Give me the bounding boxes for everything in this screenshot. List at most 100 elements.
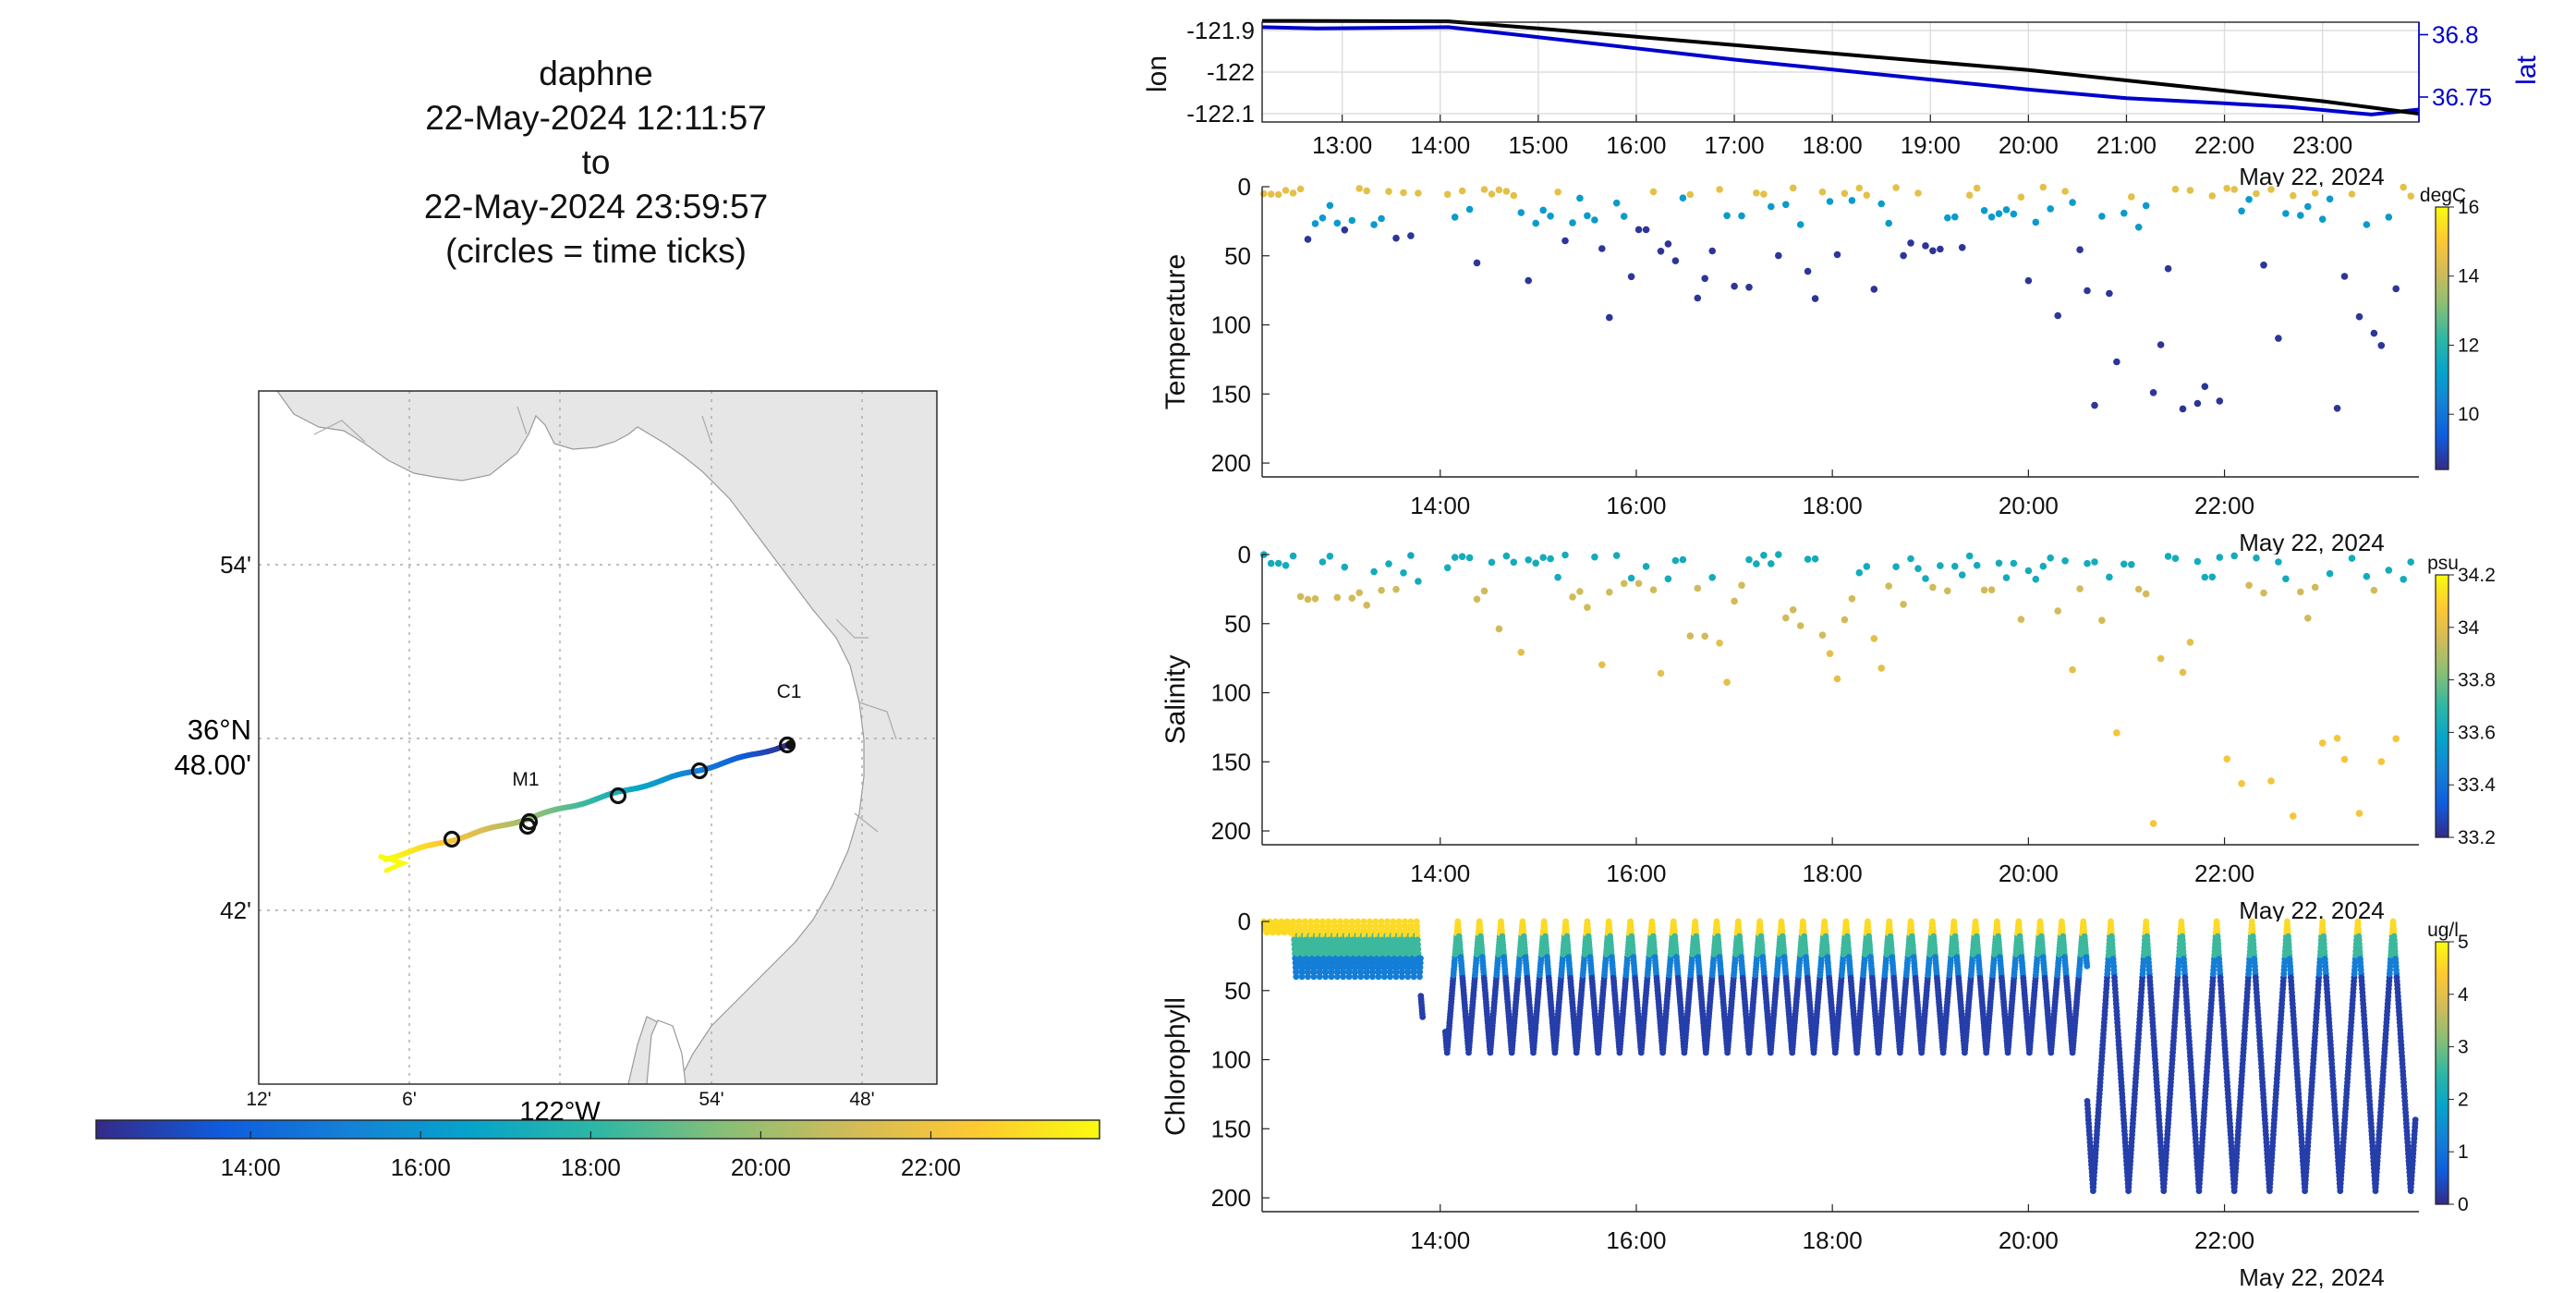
salinity-sample <box>2061 557 2069 565</box>
salinity-sample <box>1665 576 1672 583</box>
salinity-sample <box>1753 560 1760 567</box>
temperature-y-tick-label: 50 <box>1224 242 1251 270</box>
temperature-sample <box>1834 251 1841 259</box>
salinity-colorbar-label: 33.2 <box>2458 827 2496 848</box>
temperature-sample <box>2106 290 2113 298</box>
position-x-tick-label: 18:00 <box>1803 131 1863 159</box>
salinity-sample <box>2275 558 2282 566</box>
temperature-sample <box>1496 187 1503 194</box>
temperature-sample <box>2312 189 2319 197</box>
map-lat-degree-label: 36°N <box>188 714 251 746</box>
salinity-sample <box>1864 563 1871 570</box>
salinity-y-axis-label: Salinity <box>1160 655 1191 745</box>
salinity-sample <box>1650 586 1658 593</box>
temperature-sample <box>1680 194 1687 201</box>
salinity-sample <box>1695 585 1702 592</box>
map-panel: C1 M1 54' 36°N 48.00' 42' 12' 6' 54' 48'… <box>96 391 1100 1181</box>
salinity-colorbar <box>2436 575 2448 837</box>
temperature-sample <box>2400 184 2407 191</box>
temperature-sample <box>2150 389 2157 396</box>
salinity-sample <box>2297 589 2304 596</box>
temperature-sample <box>1643 226 1650 234</box>
salinity-sample <box>1701 633 1708 640</box>
temperature-sample <box>1922 242 1929 250</box>
salinity-sample <box>2378 758 2386 765</box>
salinity-sample <box>2253 555 2260 562</box>
salinity-sample <box>2202 574 2209 581</box>
position-x-tick-label: 19:00 <box>1901 131 1961 159</box>
salinity-sample <box>1790 606 1797 614</box>
temperature-sample <box>1937 246 1944 253</box>
temperature-sample <box>2253 190 2260 198</box>
salinity-sample <box>2018 616 2025 623</box>
salinity-colorbar-label: 33.8 <box>2458 670 2496 691</box>
position-x-tick-label: 13:00 <box>1312 131 1372 159</box>
salinity-sample <box>1643 563 1650 570</box>
temperature-colorbar <box>2436 207 2448 470</box>
salinity-sample <box>1584 604 1591 611</box>
salinity-sample <box>1547 555 1554 563</box>
temperature-sample <box>2011 211 2018 218</box>
temperature-sample <box>2407 192 2414 200</box>
temperature-sample <box>1363 188 1370 195</box>
salinity-sample <box>1355 590 1363 597</box>
temperature-sample <box>2143 202 2150 210</box>
salinity-sample <box>1488 559 1496 567</box>
temperature-sample <box>1974 185 1981 192</box>
temperature-sample <box>1606 314 1613 322</box>
salinity-sample <box>1378 587 1385 594</box>
salinity-sample <box>1349 594 1356 602</box>
salinity-sample <box>1959 571 1966 579</box>
salinity-sample <box>1827 650 1834 657</box>
salinity-sample <box>1856 569 1864 577</box>
salinity-sample <box>2033 576 2040 583</box>
temperature-sample <box>1701 275 1708 283</box>
salinity-sample <box>1937 562 1944 569</box>
temperature-sample <box>1327 202 1334 210</box>
time-colorbar-tick-label: 22:00 <box>901 1153 961 1181</box>
map-lon-tick: 12' <box>246 1089 271 1110</box>
temperature-sample <box>2386 213 2393 221</box>
temperature-axes-bg <box>1262 187 2419 477</box>
time-colorbar-tick-label: 14:00 <box>221 1153 281 1181</box>
temperature-sample <box>1444 191 1452 199</box>
temperature-x-tick-label: 18:00 <box>1803 492 1863 519</box>
temperature-sample <box>1804 268 1812 275</box>
temperature-sample <box>1797 221 1804 228</box>
salinity-sample <box>2047 555 2054 562</box>
position-date-label: May 22, 2024 <box>2239 163 2385 190</box>
salinity-sample <box>1598 662 1606 669</box>
salinity-sample <box>1613 552 1621 559</box>
salinity-y-tick-label: 200 <box>1211 817 1251 845</box>
temperature-x-tick-label: 16:00 <box>1606 492 1666 519</box>
temperature-sample <box>1312 220 1319 227</box>
map-lat-tick: 54' <box>220 551 251 579</box>
temperature-sample <box>2304 203 2312 211</box>
salinity-sample <box>2217 554 2224 561</box>
temperature-sample <box>2091 402 2098 409</box>
salinity-sample <box>1503 553 1511 560</box>
temperature-sample <box>1591 216 1598 224</box>
lon-tick-label: -122.1 <box>1186 100 1255 128</box>
salinity-sample <box>2098 616 2106 624</box>
salinity-sample <box>2106 574 2113 581</box>
salinity-sample <box>2025 567 2033 575</box>
salinity-sample <box>2363 573 2371 580</box>
temperature-sample <box>1944 214 1951 222</box>
temperature-sample <box>2260 262 2267 269</box>
salinity-y-tick-label: 150 <box>1211 748 1251 775</box>
temperature-sample <box>1584 213 1591 220</box>
salinity-sample <box>2143 591 2150 598</box>
salinity-sample <box>1591 554 1598 561</box>
temperature-sample <box>1334 220 1342 227</box>
salinity-sample <box>2407 558 2414 566</box>
temperature-sample <box>1731 283 1738 290</box>
salinity-sample <box>1900 601 1907 608</box>
temperature-sample <box>1452 213 1459 221</box>
temperature-sample <box>2113 359 2120 366</box>
temperature-sample <box>1951 213 1959 221</box>
salinity-sample <box>1319 558 1327 566</box>
